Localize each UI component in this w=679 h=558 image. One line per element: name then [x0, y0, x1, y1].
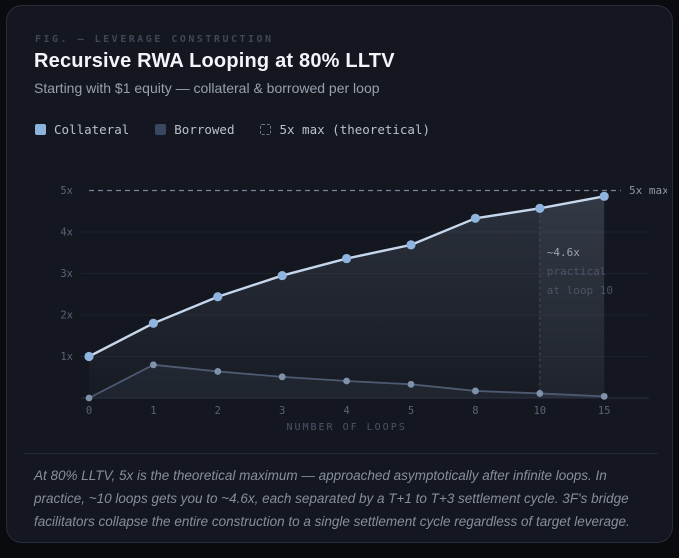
borrowed-point — [536, 390, 544, 397]
legend-item-5x-max[interactable]: 5x max (theoretical) — [260, 122, 430, 137]
legend-label: Borrowed — [174, 122, 235, 137]
borrowed-point — [343, 377, 350, 385]
figure-subtitle: Starting with $1 equity — collateral & b… — [34, 80, 380, 96]
figure-card: FIG. — LEVERAGE CONSTRUCTION Recursive R… — [6, 5, 673, 543]
borrowed-point — [407, 380, 415, 388]
x-tick-label: 10 — [533, 405, 546, 417]
collateral-area — [89, 196, 605, 398]
x-tick-label: 4 — [343, 405, 349, 417]
collateral-point — [148, 318, 158, 328]
x-tick-label: 5 — [408, 405, 414, 417]
borrowed-point — [600, 392, 608, 400]
borrowed-point — [85, 394, 93, 402]
x-axis-title: NUMBER OF LOOPS — [286, 422, 406, 433]
practical-band — [539, 196, 605, 398]
y-tick-label: 2x — [60, 310, 73, 322]
y-tick-label: 4x — [60, 227, 73, 239]
borrowed-point — [278, 373, 286, 381]
page-title: Recursive RWA Looping at 80% LLTV — [34, 50, 395, 72]
collateral-swatch-icon — [35, 124, 46, 135]
reference-line-label: 5x max — [629, 184, 667, 197]
collateral-point — [84, 351, 94, 362]
x-tick-label: 1 — [150, 405, 156, 417]
collateral-point — [535, 203, 545, 213]
y-tick-label: 5x — [60, 185, 73, 197]
dashed-swatch-icon — [260, 124, 272, 135]
figure-eyebrow: FIG. — LEVERAGE CONSTRUCTION — [35, 34, 274, 45]
x-tick-label: 8 — [472, 405, 478, 417]
divider — [24, 453, 658, 454]
y-tick-label: 1x — [60, 351, 73, 363]
x-tick-label: 15 — [598, 405, 611, 417]
figure-caption: At 80% LLTV, 5x is the theoretical maxim… — [34, 468, 630, 530]
annotation-text: ~4.6x — [547, 246, 580, 259]
borrowed-point — [150, 361, 157, 369]
leverage-chart: 1x 2x 3x 4x 5x 5x max ~4.6x practical at loop 10… — [17, 169, 669, 435]
legend-item-borrowed[interactable]: Borrowed — [155, 122, 234, 137]
collateral-point — [277, 270, 287, 281]
borrowed-point — [472, 387, 479, 395]
legend-label: Collateral — [54, 122, 130, 137]
annotation-text: practical — [547, 265, 607, 278]
borrowed-point — [214, 368, 222, 375]
legend-label: 5x max (theoretical) — [279, 122, 430, 137]
chart-legend: Collateral Borrowed 5x max (theoretical) — [35, 122, 430, 137]
y-tick-label: 3x — [60, 268, 73, 280]
x-tick-label: 2 — [215, 405, 221, 417]
collateral-point — [213, 292, 223, 302]
legend-item-collateral[interactable]: Collateral — [35, 122, 129, 137]
collateral-point — [599, 191, 609, 201]
collateral-point — [342, 253, 352, 264]
chart-svg: 1x 2x 3x 4x 5x 5x max ~4.6x practical at loop 10… — [60, 184, 669, 433]
x-tick-label: 3 — [279, 405, 285, 417]
x-tick-label: 0 — [86, 405, 92, 417]
collateral-point — [470, 213, 480, 223]
annotation-text: at loop 10 — [547, 284, 613, 297]
collateral-point — [406, 240, 416, 250]
borrowed-swatch-icon — [155, 124, 167, 135]
